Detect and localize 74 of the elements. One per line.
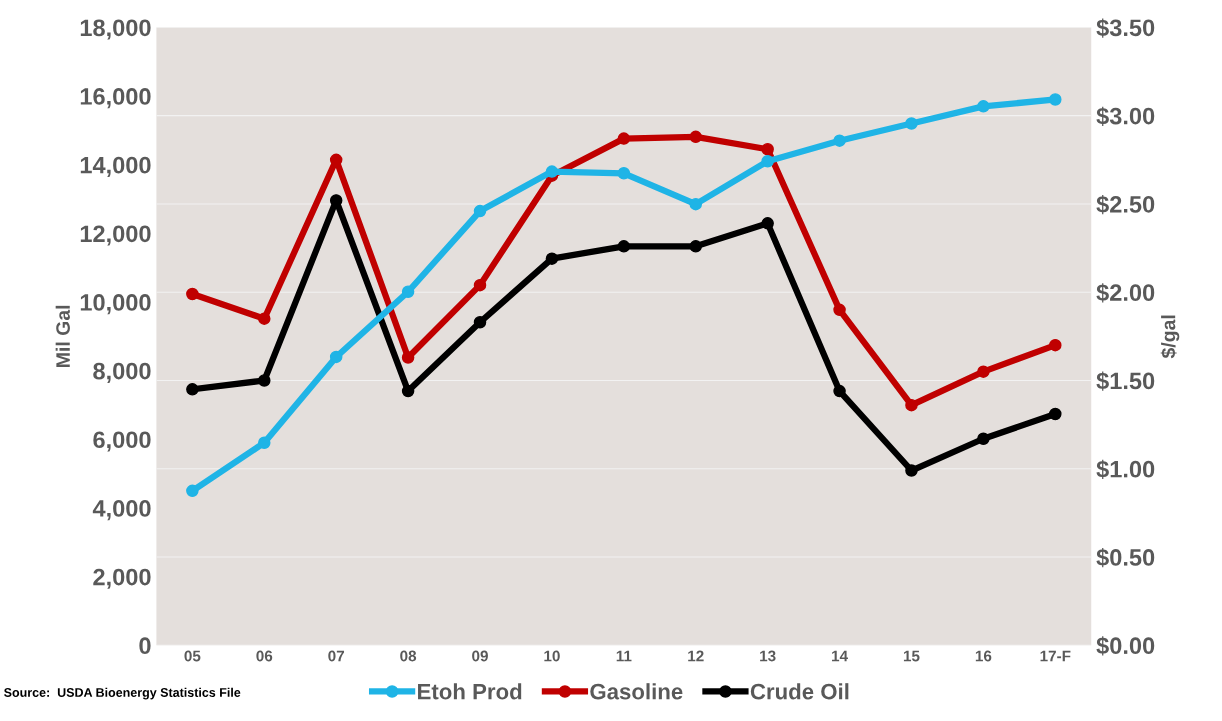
legend-label: Crude Oil (750, 683, 849, 700)
y2-tick-label: $0.50 (1096, 548, 1155, 568)
x-tick-label: 16 (975, 650, 992, 662)
point (186, 383, 199, 396)
x-tick-label: 07 (328, 650, 345, 662)
point (1049, 338, 1062, 352)
y2-tick-label: $2.00 (1096, 283, 1155, 303)
point (545, 165, 559, 178)
point (258, 312, 271, 325)
legend-label: Etoh Prod (418, 683, 522, 700)
point (1049, 407, 1062, 421)
source-note: Source: USDA Bioenergy Statistics File (4, 687, 241, 700)
y-tick-label: 2,000 (93, 568, 151, 589)
y2-tick-label: $3.00 (1096, 106, 1155, 126)
y2-tick-label: $1.50 (1096, 371, 1155, 391)
point (473, 315, 487, 329)
point (329, 194, 343, 207)
point (329, 350, 343, 364)
point (401, 285, 415, 298)
legend-label: Gasoline (590, 683, 683, 700)
x-tick-label: 10 (544, 650, 560, 662)
point (258, 436, 271, 450)
point (617, 240, 631, 253)
point (977, 100, 990, 113)
point (401, 351, 415, 364)
point (761, 217, 774, 230)
point (833, 384, 846, 398)
point (473, 278, 487, 292)
y-tick-label: 18,000 (80, 19, 151, 40)
x-tick-label: 08 (400, 650, 417, 662)
y-axis-title: Mil Gal (55, 305, 70, 367)
point (186, 484, 199, 498)
point (905, 398, 918, 412)
y-tick-label: 0 (139, 637, 151, 655)
x-tick-label: 09 (472, 650, 488, 662)
point (833, 134, 846, 147)
x-tick-label: 13 (760, 650, 776, 662)
y-tick-label: 12,000 (80, 225, 151, 246)
x-tick-label: 17-F (1040, 650, 1071, 662)
x-tick-label: 12 (688, 650, 704, 662)
point (689, 240, 702, 253)
point (473, 204, 487, 218)
point (1049, 93, 1062, 106)
y-tick-label: 6,000 (93, 431, 151, 452)
y2-tick-label: $3.50 (1096, 18, 1155, 38)
point (689, 197, 702, 211)
point (905, 464, 918, 477)
point (545, 252, 559, 265)
point (977, 432, 990, 445)
x-tick-label: 06 (256, 650, 273, 662)
y2-tick-label: $1.00 (1096, 459, 1155, 480)
y2-axis-title: $/gal (1160, 315, 1180, 359)
y2-tick-label: $2.50 (1096, 194, 1155, 215)
x-tick-label: 11 (616, 650, 632, 662)
x-tick-label: 15 (903, 650, 920, 662)
y-tick-label: 16,000 (80, 88, 151, 109)
y-tick-label: 14,000 (80, 156, 151, 177)
point (977, 365, 990, 378)
point (689, 130, 702, 144)
point (401, 384, 415, 398)
point (761, 155, 774, 168)
point (186, 287, 199, 301)
x-tick-label: 05 (184, 650, 201, 662)
point (617, 132, 631, 145)
point (833, 303, 846, 317)
y2-tick-label: $0.00 (1096, 636, 1155, 656)
point (617, 167, 631, 180)
point (761, 142, 774, 156)
y-tick-label: 4,000 (92, 500, 151, 521)
point (905, 117, 918, 130)
y-tick-label: 8,000 (93, 362, 151, 383)
y-tick-label: 10,000 (80, 294, 151, 315)
x-tick-label: 14 (832, 650, 848, 662)
point (258, 374, 271, 387)
